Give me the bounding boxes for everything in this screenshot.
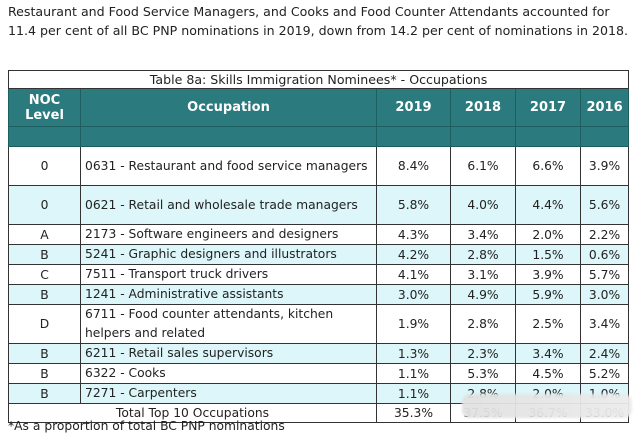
noc-level-cell: 0	[8, 185, 81, 225]
value-2018-cell: 2.8%	[450, 244, 516, 265]
intro-paragraph: Restaurant and Food Service Managers, an…	[8, 4, 629, 38]
value-2018-cell: 6.1%	[450, 146, 516, 186]
table-row: B 5241 - Graphic designers and illustrato…	[8, 244, 630, 265]
value-2016-cell: 0.6%	[579, 244, 630, 265]
header-2018: 2018	[450, 88, 516, 127]
value-2019-cell: 5.8%	[376, 185, 451, 225]
noc-level-cell: B	[8, 343, 81, 364]
value-2019-cell: 1.1%	[376, 383, 451, 404]
value-2016-cell: 3.0%	[579, 284, 630, 305]
occupation-cell: 2173 - Software engineers and designers	[80, 224, 377, 245]
value-2019-cell: 1.9%	[376, 304, 451, 344]
value-2016-cell: 5.6%	[579, 185, 630, 225]
value-2017-cell: 2.0%	[515, 224, 581, 245]
noc-level-cell: D	[8, 304, 81, 344]
table-row: C 7511 - Transport truck drivers 4.1% 3.1% 3…	[8, 264, 630, 285]
value-2019-cell: 4.3%	[376, 224, 451, 245]
value-2016-cell: 2.4%	[579, 343, 630, 364]
value-2018-cell: 2.8%	[450, 304, 516, 344]
value-2017-cell: 3.9%	[515, 264, 581, 285]
noc-level-cell: A	[8, 224, 81, 245]
value-2016-cell: 3.9%	[579, 146, 630, 186]
watermark	[462, 394, 632, 418]
value-2017-cell: 4.5%	[515, 363, 581, 384]
occupations-table: Table 8a: Skills Immigration Nominees* -…	[7, 70, 630, 423]
occupation-cell: 6322 - Cooks	[80, 363, 377, 384]
occupation-cell: 0621 - Retail and wholesale trade manage…	[80, 185, 377, 225]
noc-level-cell: 0	[8, 146, 81, 186]
table-row: A 2173 - Software engineers and designers…	[8, 224, 630, 245]
header-2016: 2016	[579, 88, 630, 127]
table-row: B 6322 - Cooks 1.1% 5.3% 4.5% 5.2%	[8, 363, 630, 384]
value-2017-cell: 4.4%	[515, 185, 581, 225]
total-2019: 35.3%	[376, 403, 451, 423]
table-row: 0 0621 - Retail and wholesale trade manag…	[8, 185, 630, 225]
value-2019-cell: 4.2%	[376, 244, 451, 265]
value-2017-cell: 2.5%	[515, 304, 581, 344]
occupation-cell: 6711 - Food counter attendants, kitchen …	[80, 304, 377, 344]
noc-level-cell: B	[8, 383, 81, 404]
total-label: Total Top 10 Occupations	[8, 403, 377, 423]
value-2017-cell: 1.5%	[515, 244, 581, 265]
header-occupation: Occupation	[80, 88, 377, 127]
noc-level-cell: C	[8, 264, 81, 285]
value-2016-cell: 5.7%	[579, 264, 630, 285]
noc-level-cell: B	[8, 363, 81, 384]
value-2017-cell: 5.9%	[515, 284, 581, 305]
occupation-cell: 5241 - Graphic designers and illustrator…	[80, 244, 377, 265]
value-2016-cell: 2.2%	[579, 224, 630, 245]
header-2019: 2019	[376, 88, 451, 127]
value-2019-cell: 1.3%	[376, 343, 451, 364]
value-2018-cell: 4.0%	[450, 185, 516, 225]
value-2016-cell: 5.2%	[579, 363, 630, 384]
value-2019-cell: 3.0%	[376, 284, 451, 305]
value-2018-cell: 5.3%	[450, 363, 516, 384]
table-row: 0 0631 - Restaurant and food service mana…	[8, 146, 630, 186]
value-2019-cell: 4.1%	[376, 264, 451, 285]
noc-level-cell: B	[8, 284, 81, 305]
table-row: D 6711 - Food counter attendants, kitchen…	[8, 304, 630, 344]
occupation-cell: 7511 - Transport truck drivers	[80, 264, 377, 285]
value-2017-cell: 3.4%	[515, 343, 581, 364]
value-2019-cell: 1.1%	[376, 363, 451, 384]
value-2019-cell: 8.4%	[376, 146, 451, 186]
value-2018-cell: 3.4%	[450, 224, 516, 245]
header-2017: 2017	[515, 88, 581, 127]
occupation-cell: 7271 - Carpenters	[80, 383, 377, 404]
table-row: B 1241 - Administrative assistants 3.0% 4.9…	[8, 284, 630, 305]
table-title: Table 8a: Skills Immigration Nominees* -…	[7, 70, 630, 89]
occupation-cell: 0631 - Restaurant and food service manag…	[80, 146, 377, 186]
value-2018-cell: 4.9%	[450, 284, 516, 305]
value-2018-cell: 3.1%	[450, 264, 516, 285]
occupation-cell: 6211 - Retail sales supervisors	[80, 343, 377, 364]
noc-level-cell: B	[8, 244, 81, 265]
footnote: *As a proportion of total BC PNP nominat…	[8, 419, 285, 433]
value-2016-cell: 3.4%	[579, 304, 630, 344]
value-2018-cell: 2.3%	[450, 343, 516, 364]
table-row: B 6211 - Retail sales supervisors 1.3% 2.3%…	[8, 343, 630, 364]
value-2017-cell: 6.6%	[515, 146, 581, 186]
occupation-cell: 1241 - Administrative assistants	[80, 284, 377, 305]
header-noc-level: NOC Level	[8, 88, 81, 127]
